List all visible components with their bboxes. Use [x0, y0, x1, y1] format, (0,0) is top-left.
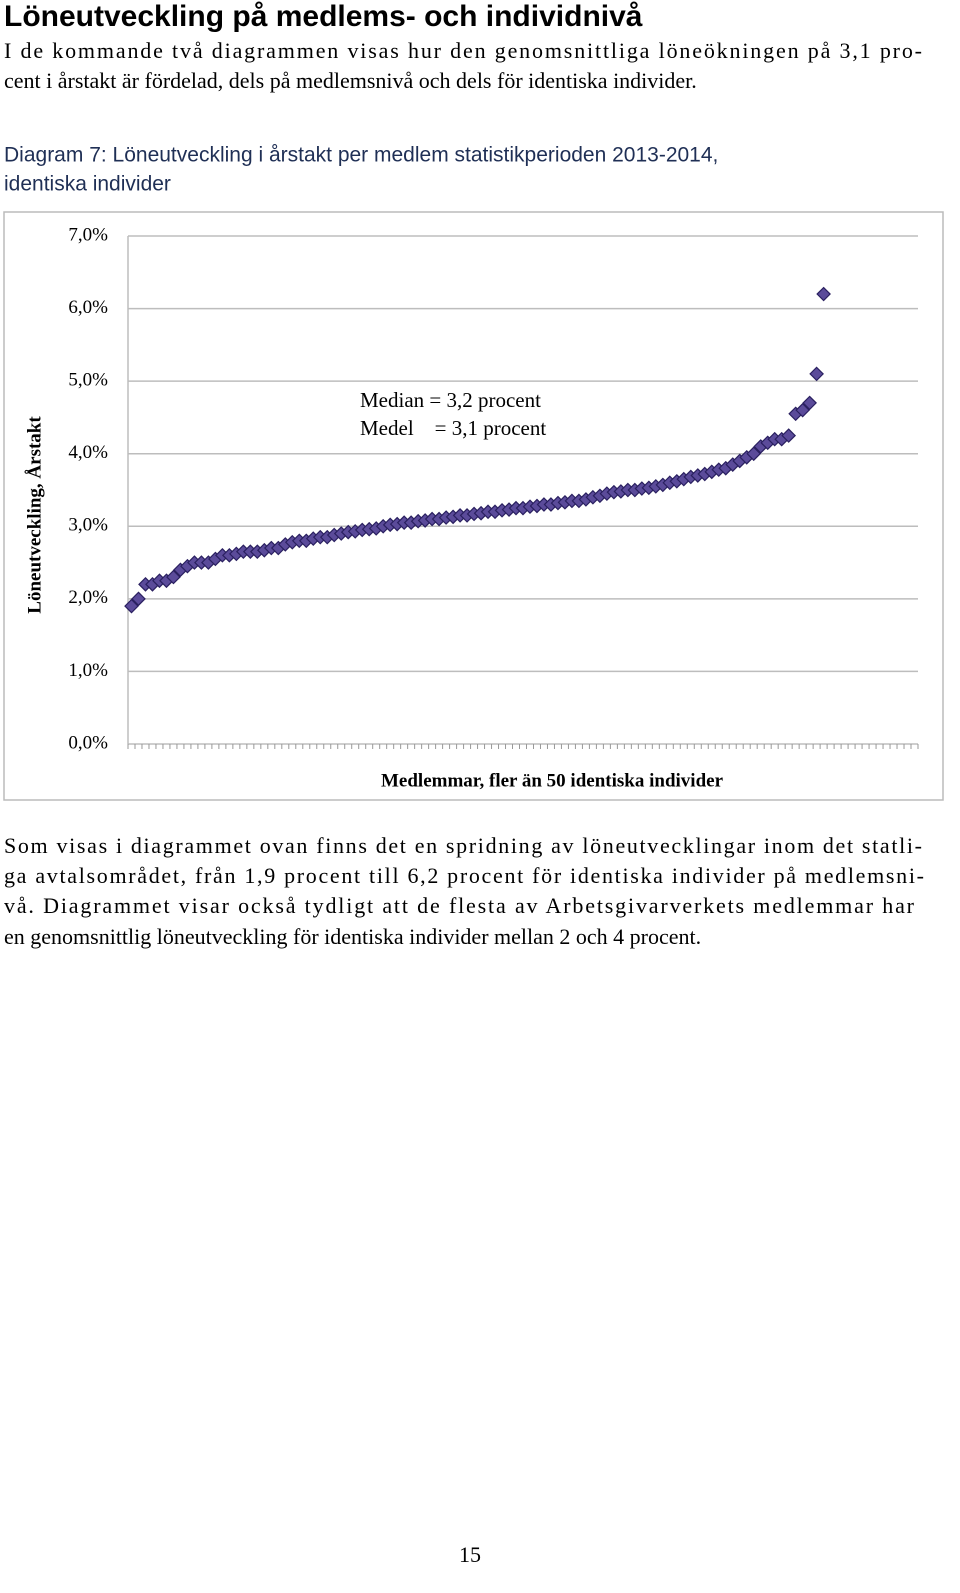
point: [166, 569, 181, 585]
y-tick-label: 1,0%: [68, 660, 108, 681]
body-line: vå. Diagrammet visar också tydligt att d…: [4, 893, 915, 918]
y-tick-label: 7,0%: [68, 224, 108, 245]
x-axis-label: Medlemmar, fler än 50 identiska individe…: [381, 770, 724, 791]
point: [781, 428, 797, 443]
point: [809, 366, 824, 382]
y-tick-label: 2,0%: [68, 587, 108, 608]
point: [795, 402, 810, 418]
chart-title: Diagram 7: Löneutveckling i årstakt per …: [4, 144, 718, 167]
y-axis-label: Löneutveckling, Årstakt: [24, 416, 45, 614]
intro-line: cent i årstakt är fördelad, dels på medl…: [4, 68, 697, 93]
body-line: en genomsnittlig löneutveckling för iden…: [4, 924, 701, 949]
page-number: 15: [459, 1542, 481, 1567]
y-tick-label: 0,0%: [68, 732, 108, 753]
point: [131, 591, 146, 607]
point: [802, 395, 817, 411]
point: [746, 446, 762, 462]
y-tick-label: 3,0%: [68, 515, 108, 536]
chart-title: identiska individer: [4, 173, 171, 196]
y-tick-label: 5,0%: [68, 370, 108, 391]
body-line: ga avtalsområdet, från 1,9 procent till …: [4, 863, 924, 888]
chart-frame: [3, 211, 944, 801]
point: [124, 598, 139, 614]
annotation: Median = 3,2 procent: [360, 388, 541, 412]
body-line: Som visas i diagrammet ovan finns det en…: [4, 833, 922, 858]
chart: 0,0% 1,0% 2,0% 3,0% 4,0% 5,0% 6,0% 7,0%: [68, 224, 919, 753]
y-tick-label: 6,0%: [68, 297, 108, 318]
heading: Löneutveckling på medlems- och individni…: [4, 0, 643, 33]
point: [816, 286, 831, 302]
annotation: Medel = 3,1 procent: [360, 416, 546, 440]
intro-line: I de kommande två diagrammen visas hur d…: [4, 38, 922, 63]
y-tick-label: 4,0%: [68, 442, 108, 463]
